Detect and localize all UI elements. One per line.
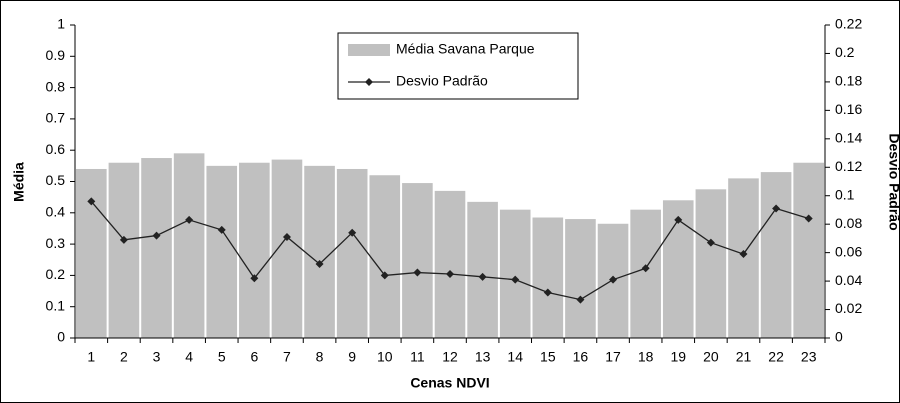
x-tick-label: 5 bbox=[218, 349, 226, 365]
y-tick-label: 0.6 bbox=[46, 141, 66, 157]
x-tick-label: 10 bbox=[377, 349, 393, 365]
x-tick-label: 8 bbox=[316, 349, 324, 365]
y2-tick-label: 0.18 bbox=[835, 73, 862, 89]
bar bbox=[499, 209, 531, 338]
legend-swatch bbox=[348, 44, 390, 56]
y2-tick-label: 0.12 bbox=[835, 158, 862, 174]
bar bbox=[760, 172, 792, 338]
bar bbox=[239, 162, 270, 338]
y-tick-label: 1 bbox=[57, 16, 65, 32]
x-tick-label: 1 bbox=[87, 349, 95, 365]
y-tick-label: 0.8 bbox=[46, 78, 66, 94]
line-marker bbox=[413, 268, 422, 277]
line-marker bbox=[609, 275, 618, 284]
y-axis-label: Média bbox=[11, 162, 27, 202]
x-tick-label: 13 bbox=[475, 349, 491, 365]
bar bbox=[532, 217, 564, 338]
line-marker bbox=[217, 225, 226, 234]
x-tick-label: 22 bbox=[768, 349, 784, 365]
y2-tick-label: 0 bbox=[835, 329, 843, 345]
x-tick-label: 21 bbox=[736, 349, 752, 365]
x-tick-label: 2 bbox=[120, 349, 128, 365]
x-tick-label: 18 bbox=[638, 349, 654, 365]
y-tick-label: 0.5 bbox=[46, 172, 66, 188]
y-tick-label: 0.9 bbox=[46, 47, 66, 63]
bar bbox=[630, 209, 661, 338]
y2-tick-label: 0.02 bbox=[835, 300, 862, 316]
line-marker bbox=[446, 269, 454, 278]
line-marker bbox=[380, 271, 389, 280]
y-tick-label: 0.4 bbox=[46, 204, 66, 220]
line-marker bbox=[478, 272, 487, 281]
bar bbox=[206, 165, 238, 338]
y2-tick-label: 0.06 bbox=[835, 243, 862, 259]
y2-tick-label: 0.14 bbox=[835, 130, 862, 146]
line-marker bbox=[674, 215, 683, 224]
x-tick-label: 4 bbox=[185, 349, 193, 365]
x-tick-label: 23 bbox=[801, 349, 817, 365]
line-marker bbox=[152, 231, 161, 240]
x-tick-label: 15 bbox=[540, 349, 556, 365]
bar bbox=[434, 190, 466, 338]
line-marker bbox=[348, 228, 357, 237]
line-marker bbox=[641, 264, 650, 273]
line-marker bbox=[315, 260, 324, 269]
legend-marker bbox=[365, 78, 373, 86]
bar bbox=[369, 175, 401, 338]
bar bbox=[76, 168, 107, 338]
bar bbox=[565, 219, 596, 338]
x-tick-label: 16 bbox=[573, 349, 589, 365]
bar bbox=[271, 159, 303, 338]
x-tick-label: 9 bbox=[348, 349, 356, 365]
line-marker bbox=[772, 204, 781, 213]
x-tick-label: 19 bbox=[670, 349, 686, 365]
legend-label: Média Savana Parque bbox=[396, 41, 535, 57]
line-marker bbox=[282, 232, 291, 241]
y2-tick-label: 0.2 bbox=[835, 44, 855, 60]
y-tick-label: 0.3 bbox=[46, 235, 66, 251]
line-marker bbox=[119, 235, 128, 244]
y2-tick-label: 0.22 bbox=[835, 16, 862, 32]
line-marker bbox=[576, 295, 585, 304]
x-tick-label: 6 bbox=[250, 349, 258, 365]
line-marker bbox=[706, 238, 715, 247]
x-tick-label: 7 bbox=[283, 349, 291, 365]
x-tick-label: 12 bbox=[442, 349, 458, 365]
bar bbox=[793, 162, 824, 338]
bar bbox=[304, 165, 335, 338]
y2-axis-label: Desvio Padrão bbox=[886, 133, 900, 230]
y-tick-label: 0.1 bbox=[46, 297, 66, 313]
y-tick-label: 0.2 bbox=[46, 266, 66, 282]
x-tick-label: 3 bbox=[153, 349, 161, 365]
line-marker bbox=[739, 250, 748, 259]
bar bbox=[141, 158, 172, 338]
line-marker bbox=[543, 288, 552, 297]
line-marker bbox=[804, 214, 813, 223]
x-axis-label: Cenas NDVI bbox=[410, 375, 489, 391]
bar bbox=[108, 162, 140, 338]
bar bbox=[336, 168, 368, 338]
bar bbox=[402, 183, 433, 338]
y2-tick-label: 0.04 bbox=[835, 272, 862, 288]
x-tick-label: 11 bbox=[410, 349, 425, 365]
y2-tick-label: 0.1 bbox=[835, 186, 855, 202]
y2-tick-label: 0.16 bbox=[835, 101, 862, 117]
y2-tick-label: 0.08 bbox=[835, 215, 862, 231]
bar bbox=[467, 201, 498, 338]
line-marker bbox=[511, 275, 520, 284]
bar bbox=[695, 189, 727, 338]
bar bbox=[728, 178, 759, 338]
x-tick-label: 14 bbox=[507, 349, 523, 365]
legend-label: Desvio Padrão bbox=[396, 73, 488, 89]
bar bbox=[173, 153, 205, 338]
y-tick-label: 0.7 bbox=[46, 110, 66, 126]
x-tick-label: 17 bbox=[605, 349, 621, 365]
x-tick-label: 20 bbox=[703, 349, 719, 365]
line-marker bbox=[250, 274, 259, 283]
y-tick-label: 0 bbox=[57, 329, 65, 345]
line-marker bbox=[185, 215, 194, 224]
line-marker bbox=[87, 197, 96, 206]
